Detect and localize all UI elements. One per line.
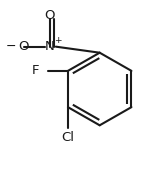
Text: +: +	[54, 36, 62, 45]
Text: F: F	[32, 64, 39, 77]
Text: O: O	[45, 9, 55, 22]
Text: Cl: Cl	[61, 131, 74, 144]
Text: −: −	[5, 40, 16, 53]
Text: O: O	[18, 40, 28, 53]
Text: N: N	[45, 40, 55, 53]
